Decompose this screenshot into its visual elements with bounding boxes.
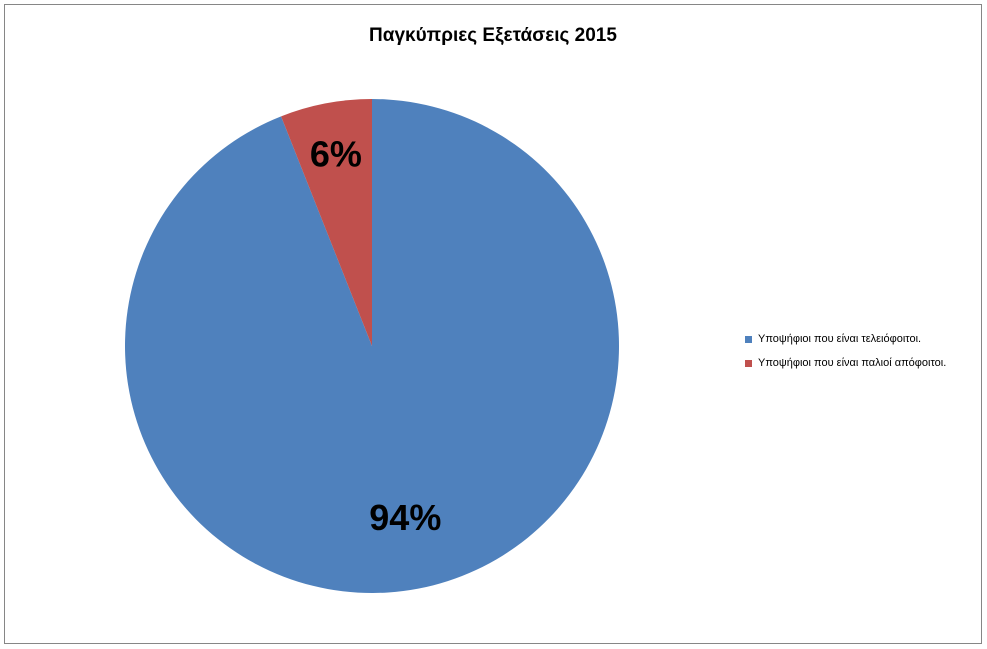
pie-chart: 94% 6% — [124, 99, 619, 593]
legend: Υποψήφιοι που είναι τελειόφοιτοι. Υποψήφ… — [745, 327, 946, 375]
legend-item-graduating: Υποψήφιοι που είναι τελειόφοιτοι. — [745, 327, 946, 351]
data-label-graduating: 94% — [369, 497, 441, 538]
pie-slice-graduating — [124, 99, 619, 593]
legend-swatch-former-graduates — [745, 359, 752, 367]
legend-swatch-graduating — [745, 335, 752, 343]
legend-label-former-graduates: Υποψήφιοι που είναι παλιοί απόφοιτοι. — [758, 357, 947, 369]
data-label-former-graduates: 6% — [310, 133, 362, 174]
legend-label-graduating: Υποψήφιοι που είναι τελειόφοιτοι. — [758, 333, 922, 345]
pie-slice-former-graduates — [281, 99, 372, 346]
legend-item-former-graduates: Υποψήφιοι που είναι παλιοί απόφοιτοι. — [745, 351, 946, 375]
chart-frame: Παγκύπριες Εξετάσεις 2015 94% 6% Υποψήφιο… — [4, 4, 982, 644]
chart-title: Παγκύπριες Εξετάσεις 2015 — [369, 25, 617, 46]
